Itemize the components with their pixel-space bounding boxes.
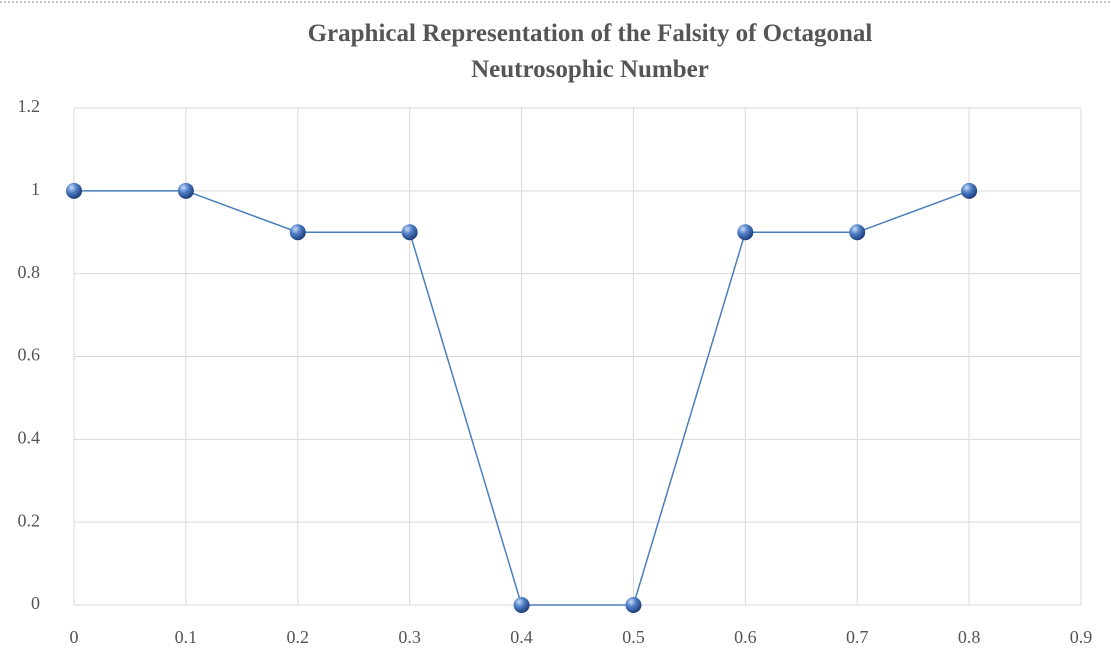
y-tick-label: 1.2 — [18, 96, 41, 116]
y-tick-label: 1 — [31, 179, 40, 199]
x-tick-label: 0.3 — [398, 627, 421, 647]
point — [849, 224, 866, 241]
y-tick-label: 0.8 — [18, 262, 41, 282]
x-tick-label: 0.6 — [734, 627, 757, 647]
x-tick-label: 0.2 — [287, 627, 310, 647]
point — [289, 224, 306, 241]
x-tick-label: 0.4 — [510, 627, 533, 647]
x-tick-label: 0.9 — [1070, 627, 1093, 647]
x-tick-label: 0.1 — [175, 627, 198, 647]
point — [513, 597, 530, 613]
x-tick-label: 0.5 — [622, 627, 645, 647]
y-tick-label: 0.4 — [18, 427, 41, 447]
point — [961, 182, 978, 199]
y-tick-label: 0 — [31, 593, 40, 613]
y-tick-label: 0.6 — [18, 345, 41, 365]
x-tick-label: 0.8 — [958, 627, 981, 647]
point — [177, 182, 194, 199]
point — [737, 224, 754, 241]
y-tick-label: 0.2 — [18, 510, 41, 530]
chart-title: Graphical Representation of the Falsity … — [307, 20, 873, 83]
point — [66, 182, 82, 199]
point — [401, 224, 418, 241]
x-tick-label: 0 — [70, 627, 79, 647]
point — [625, 597, 642, 613]
x-tick-label: 0.7 — [846, 627, 869, 647]
